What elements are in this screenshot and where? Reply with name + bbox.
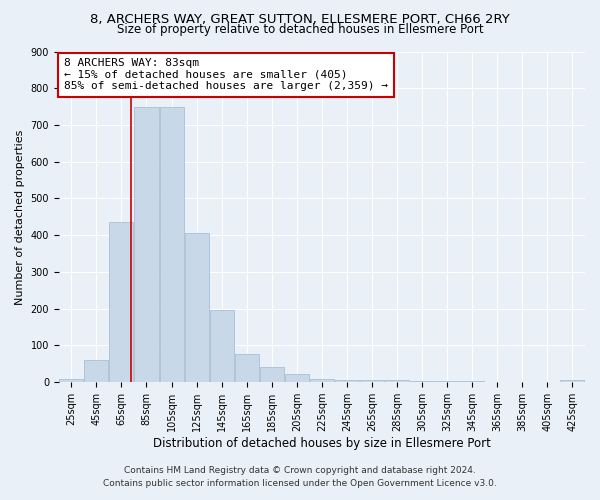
Bar bbox=[385, 380, 409, 382]
Bar bbox=[109, 222, 133, 382]
Text: 8, ARCHERS WAY, GREAT SUTTON, ELLESMERE PORT, CH66 2RY: 8, ARCHERS WAY, GREAT SUTTON, ELLESMERE … bbox=[90, 12, 510, 26]
Bar bbox=[335, 380, 359, 382]
Bar bbox=[185, 234, 209, 382]
Bar bbox=[360, 380, 384, 382]
Text: 8 ARCHERS WAY: 83sqm
← 15% of detached houses are smaller (405)
85% of semi-deta: 8 ARCHERS WAY: 83sqm ← 15% of detached h… bbox=[64, 58, 388, 92]
Bar bbox=[285, 374, 309, 382]
Bar bbox=[410, 381, 434, 382]
Bar bbox=[160, 106, 184, 382]
X-axis label: Distribution of detached houses by size in Ellesmere Port: Distribution of detached houses by size … bbox=[153, 437, 491, 450]
Bar bbox=[235, 354, 259, 382]
Bar bbox=[85, 360, 109, 382]
Bar bbox=[59, 378, 83, 382]
Text: Size of property relative to detached houses in Ellesmere Port: Size of property relative to detached ho… bbox=[116, 22, 484, 36]
Bar bbox=[134, 106, 158, 382]
Bar bbox=[560, 380, 584, 382]
Y-axis label: Number of detached properties: Number of detached properties bbox=[15, 129, 25, 304]
Text: Contains HM Land Registry data © Crown copyright and database right 2024.
Contai: Contains HM Land Registry data © Crown c… bbox=[103, 466, 497, 487]
Bar bbox=[310, 378, 334, 382]
Bar bbox=[209, 310, 233, 382]
Bar bbox=[260, 367, 284, 382]
